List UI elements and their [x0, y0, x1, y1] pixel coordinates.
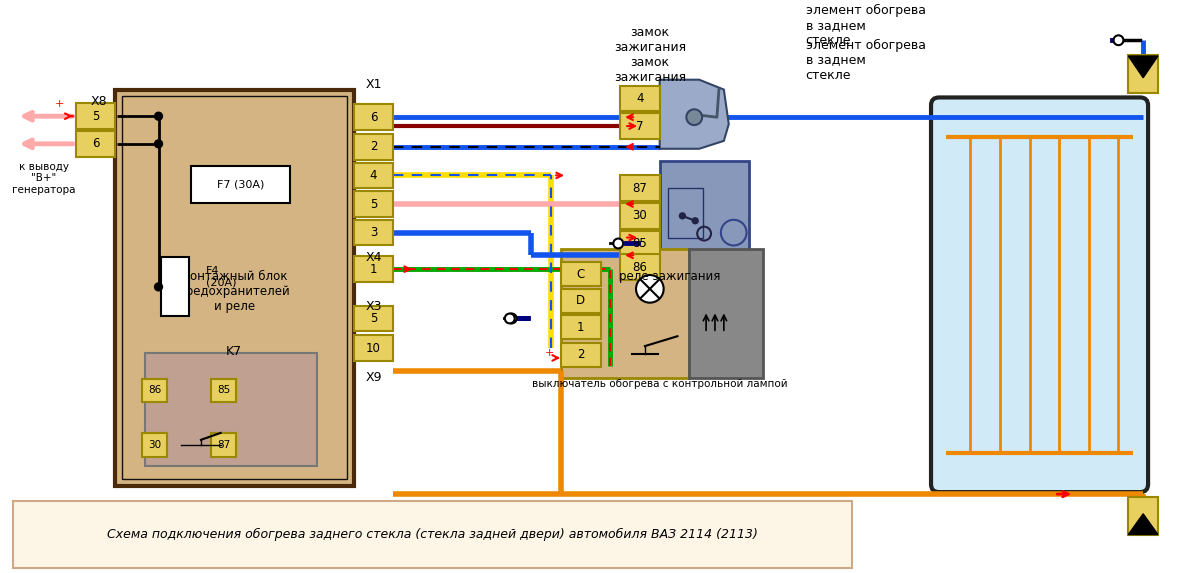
Bar [13, 501, 852, 568]
Text: 6: 6 [91, 138, 100, 150]
Text: монтажный блок
предохранителей
и реле: монтажный блок предохранителей и реле [179, 270, 290, 313]
Circle shape [636, 275, 664, 303]
Text: 4: 4 [370, 169, 377, 182]
Circle shape [155, 112, 162, 120]
Bar [211, 379, 236, 402]
Text: D: D [576, 294, 586, 307]
Text: 87: 87 [217, 439, 230, 450]
Bar [562, 316, 600, 339]
Circle shape [692, 218, 698, 223]
Text: X1: X1 [365, 78, 382, 91]
Text: 6: 6 [370, 111, 377, 124]
Polygon shape [660, 80, 728, 149]
Text: +: + [545, 348, 554, 358]
Bar [354, 134, 394, 160]
Text: выключатель обогрева с контрольной лампой: выключатель обогрева с контрольной лампо… [532, 379, 787, 390]
Text: X8: X8 [91, 95, 108, 108]
Text: 85: 85 [217, 386, 230, 395]
Circle shape [506, 313, 517, 323]
Bar [142, 433, 167, 457]
Bar [562, 289, 600, 312]
Bar [115, 89, 354, 486]
Text: замок
зажигания: замок зажигания [613, 26, 686, 54]
Text: 3: 3 [370, 226, 377, 239]
Bar [620, 113, 660, 139]
Circle shape [155, 140, 162, 148]
Text: X9: X9 [365, 371, 382, 384]
Bar [354, 191, 394, 217]
Text: к выводу
"В+"
генератора: к выводу "В+" генератора [12, 162, 76, 195]
Text: 5: 5 [370, 198, 377, 210]
Bar [354, 220, 394, 245]
Text: 1: 1 [577, 321, 584, 334]
Text: 30: 30 [148, 439, 161, 450]
Text: 87: 87 [632, 182, 648, 195]
Text: 4: 4 [636, 92, 643, 105]
Text: элемент обогрева
в заднем
стекле: элемент обогрева в заднем стекле [805, 38, 925, 81]
Text: 5: 5 [91, 109, 100, 123]
Bar [354, 104, 394, 130]
Bar [660, 160, 749, 279]
Bar [620, 254, 660, 280]
Polygon shape [1128, 514, 1158, 535]
Text: 7: 7 [636, 120, 643, 132]
Text: 85: 85 [632, 237, 647, 250]
Circle shape [155, 283, 162, 291]
Bar [142, 379, 167, 402]
Text: замок
зажигания: замок зажигания [613, 56, 686, 84]
Text: 2: 2 [577, 348, 584, 362]
Text: 10: 10 [366, 342, 382, 355]
Circle shape [505, 313, 515, 323]
Text: 30: 30 [632, 209, 647, 222]
Bar [145, 353, 317, 466]
Text: реле зажигания: реле зажигания [619, 270, 720, 283]
Bar [620, 175, 660, 201]
Bar [620, 231, 660, 256]
Bar [562, 262, 600, 286]
Text: элемент обогрева
в заднем
стекле: элемент обогрева в заднем стекле [805, 4, 925, 47]
Bar [1128, 497, 1158, 535]
Text: F4
(20А): F4 (20А) [206, 266, 236, 288]
Text: 1: 1 [370, 262, 377, 276]
Bar [122, 96, 347, 479]
Polygon shape [1128, 56, 1158, 78]
Bar [1128, 55, 1158, 92]
Text: 86: 86 [632, 261, 648, 274]
Text: 86: 86 [148, 386, 161, 395]
Text: +: + [55, 99, 65, 109]
Circle shape [679, 213, 685, 219]
Circle shape [686, 109, 702, 125]
Bar [354, 335, 394, 361]
Bar [162, 257, 190, 316]
Bar [620, 203, 660, 229]
Bar [354, 163, 394, 188]
Text: 5: 5 [370, 312, 377, 325]
Text: Схема подключения обогрева заднего стекла (стекла задней двери) автомобиля ВАЗ 2: Схема подключения обогрева заднего стекл… [107, 528, 758, 541]
Bar [689, 249, 763, 378]
Circle shape [1114, 36, 1123, 45]
Bar [191, 166, 289, 203]
Text: X3: X3 [365, 300, 382, 313]
Bar [354, 305, 394, 331]
Bar [562, 249, 689, 378]
Circle shape [721, 220, 746, 245]
Text: F7 (30А): F7 (30А) [217, 179, 264, 189]
Bar [76, 131, 115, 156]
Text: X4: X4 [365, 251, 382, 264]
FancyBboxPatch shape [931, 97, 1148, 492]
Bar [562, 343, 600, 367]
Text: 2: 2 [370, 140, 377, 154]
Bar [76, 103, 115, 129]
Text: C: C [577, 268, 584, 281]
Circle shape [613, 238, 623, 249]
Bar [620, 85, 660, 111]
Bar [211, 433, 236, 457]
Bar [354, 256, 394, 282]
Text: K7: K7 [226, 345, 241, 358]
Bar [667, 188, 703, 238]
